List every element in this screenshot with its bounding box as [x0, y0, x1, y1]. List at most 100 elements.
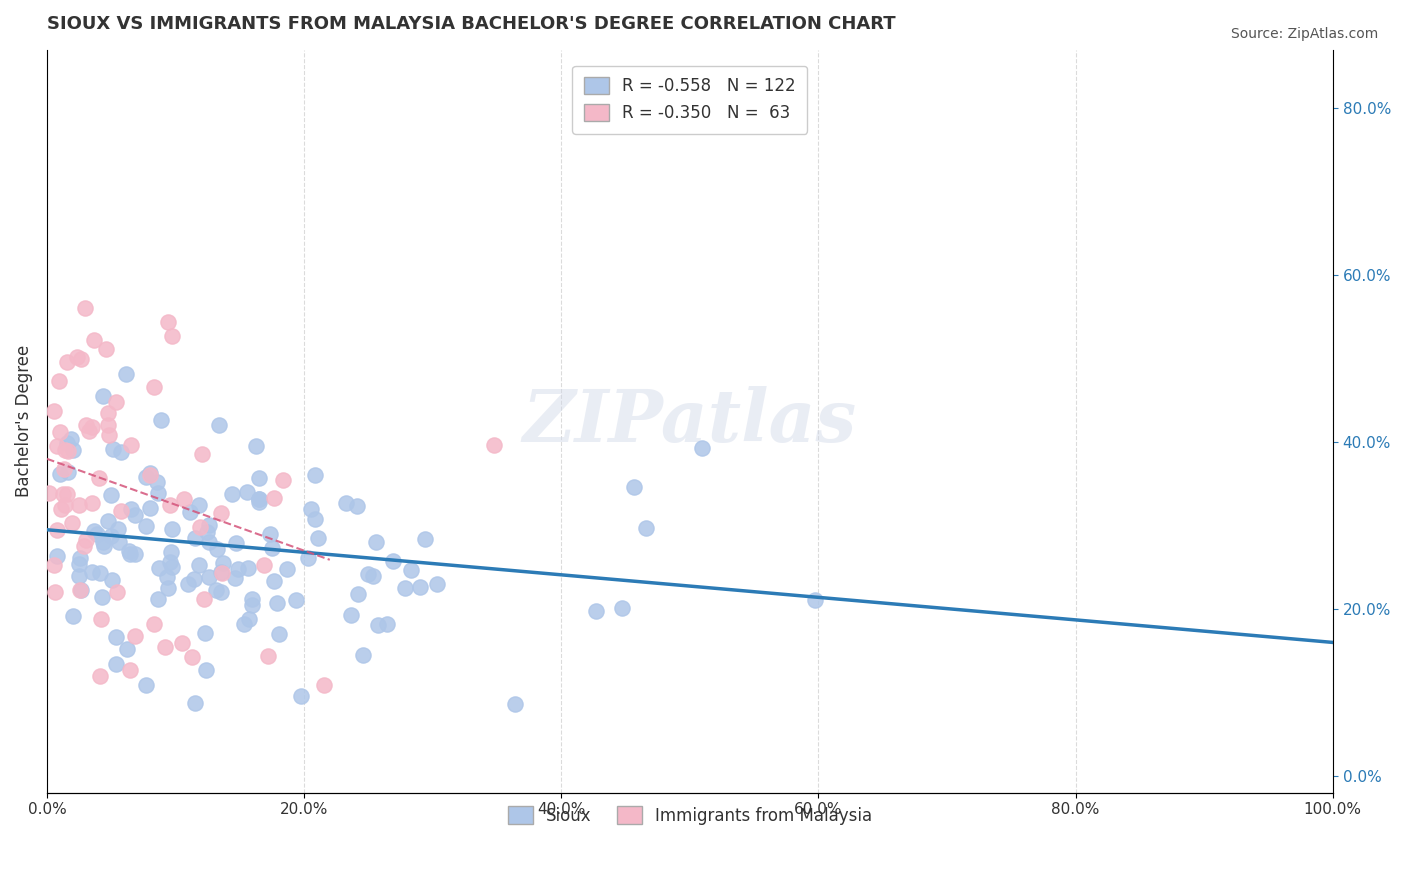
Point	[159, 555, 181, 569]
Point	[173, 492, 195, 507]
Point	[382, 554, 405, 568]
Point	[157, 315, 180, 329]
Point	[157, 581, 180, 595]
Point	[690, 442, 713, 456]
Point	[124, 630, 146, 644]
Point	[115, 641, 138, 656]
Point	[139, 468, 162, 483]
Point	[226, 562, 249, 576]
Point	[266, 596, 288, 610]
Point	[205, 542, 228, 557]
Point	[190, 520, 212, 534]
Point	[53, 498, 76, 512]
Point	[183, 572, 205, 586]
Point	[80, 496, 103, 510]
Point	[148, 561, 170, 575]
Point	[240, 599, 263, 613]
Point	[269, 627, 291, 641]
Point	[394, 581, 416, 595]
Point	[86, 527, 108, 541]
Point	[148, 486, 170, 500]
Point	[284, 593, 307, 607]
Point	[335, 496, 357, 510]
Point	[120, 438, 142, 452]
Point	[42, 403, 65, 417]
Point	[101, 442, 124, 456]
Point	[184, 696, 207, 710]
Point	[45, 524, 67, 538]
Point	[66, 351, 89, 365]
Point	[115, 367, 138, 381]
Point	[187, 498, 209, 512]
Point	[44, 558, 66, 572]
Point	[245, 438, 267, 452]
Point	[181, 650, 204, 665]
Point	[257, 648, 280, 663]
Point	[198, 535, 221, 549]
Point	[90, 612, 112, 626]
Point	[101, 573, 124, 587]
Point	[105, 657, 128, 671]
Point	[62, 608, 84, 623]
Point	[198, 569, 221, 583]
Point	[263, 574, 285, 588]
Point	[62, 516, 84, 530]
Point	[75, 533, 97, 547]
Point	[93, 539, 115, 553]
Point	[290, 689, 312, 703]
Point	[49, 502, 72, 516]
Text: Source: ZipAtlas.com: Source: ZipAtlas.com	[1230, 27, 1378, 41]
Point	[236, 561, 259, 575]
Point	[83, 524, 105, 539]
Point	[52, 462, 75, 476]
Point	[247, 491, 270, 506]
Text: SIOUX VS IMMIGRANTS FROM MALAYSIA BACHELOR'S DEGREE CORRELATION CHART: SIOUX VS IMMIGRANTS FROM MALAYSIA BACHEL…	[46, 15, 896, 33]
Point	[104, 630, 127, 644]
Point	[259, 526, 281, 541]
Point	[56, 355, 79, 369]
Point	[240, 591, 263, 606]
Point	[209, 506, 232, 520]
Point	[82, 419, 104, 434]
Point	[143, 380, 166, 394]
Point	[236, 485, 259, 500]
Point	[124, 548, 146, 562]
Point	[94, 342, 117, 356]
Point	[211, 565, 233, 579]
Point	[48, 467, 70, 482]
Point	[194, 625, 217, 640]
Point	[399, 563, 422, 577]
Point	[233, 616, 256, 631]
Point	[224, 571, 246, 585]
Point	[75, 417, 97, 432]
Point	[208, 417, 231, 432]
Point	[67, 498, 90, 512]
Point	[426, 577, 449, 591]
Point	[56, 487, 79, 501]
Point	[91, 389, 114, 403]
Point	[159, 545, 181, 559]
Point	[253, 558, 276, 573]
Point	[120, 501, 142, 516]
Point	[118, 544, 141, 558]
Point	[304, 512, 326, 526]
Point	[135, 678, 157, 692]
Point	[260, 541, 283, 555]
Point	[146, 475, 169, 489]
Point	[150, 413, 173, 427]
Point	[184, 531, 207, 545]
Point	[139, 466, 162, 480]
Point	[187, 558, 209, 573]
Point	[263, 491, 285, 506]
Point	[198, 517, 221, 532]
Point	[409, 580, 432, 594]
Point	[67, 558, 90, 572]
Point	[83, 334, 105, 348]
Point	[160, 329, 183, 343]
Point	[212, 557, 235, 571]
Point	[70, 352, 93, 367]
Point	[56, 466, 79, 480]
Point	[205, 582, 228, 597]
Point	[276, 562, 298, 576]
Point	[346, 499, 368, 513]
